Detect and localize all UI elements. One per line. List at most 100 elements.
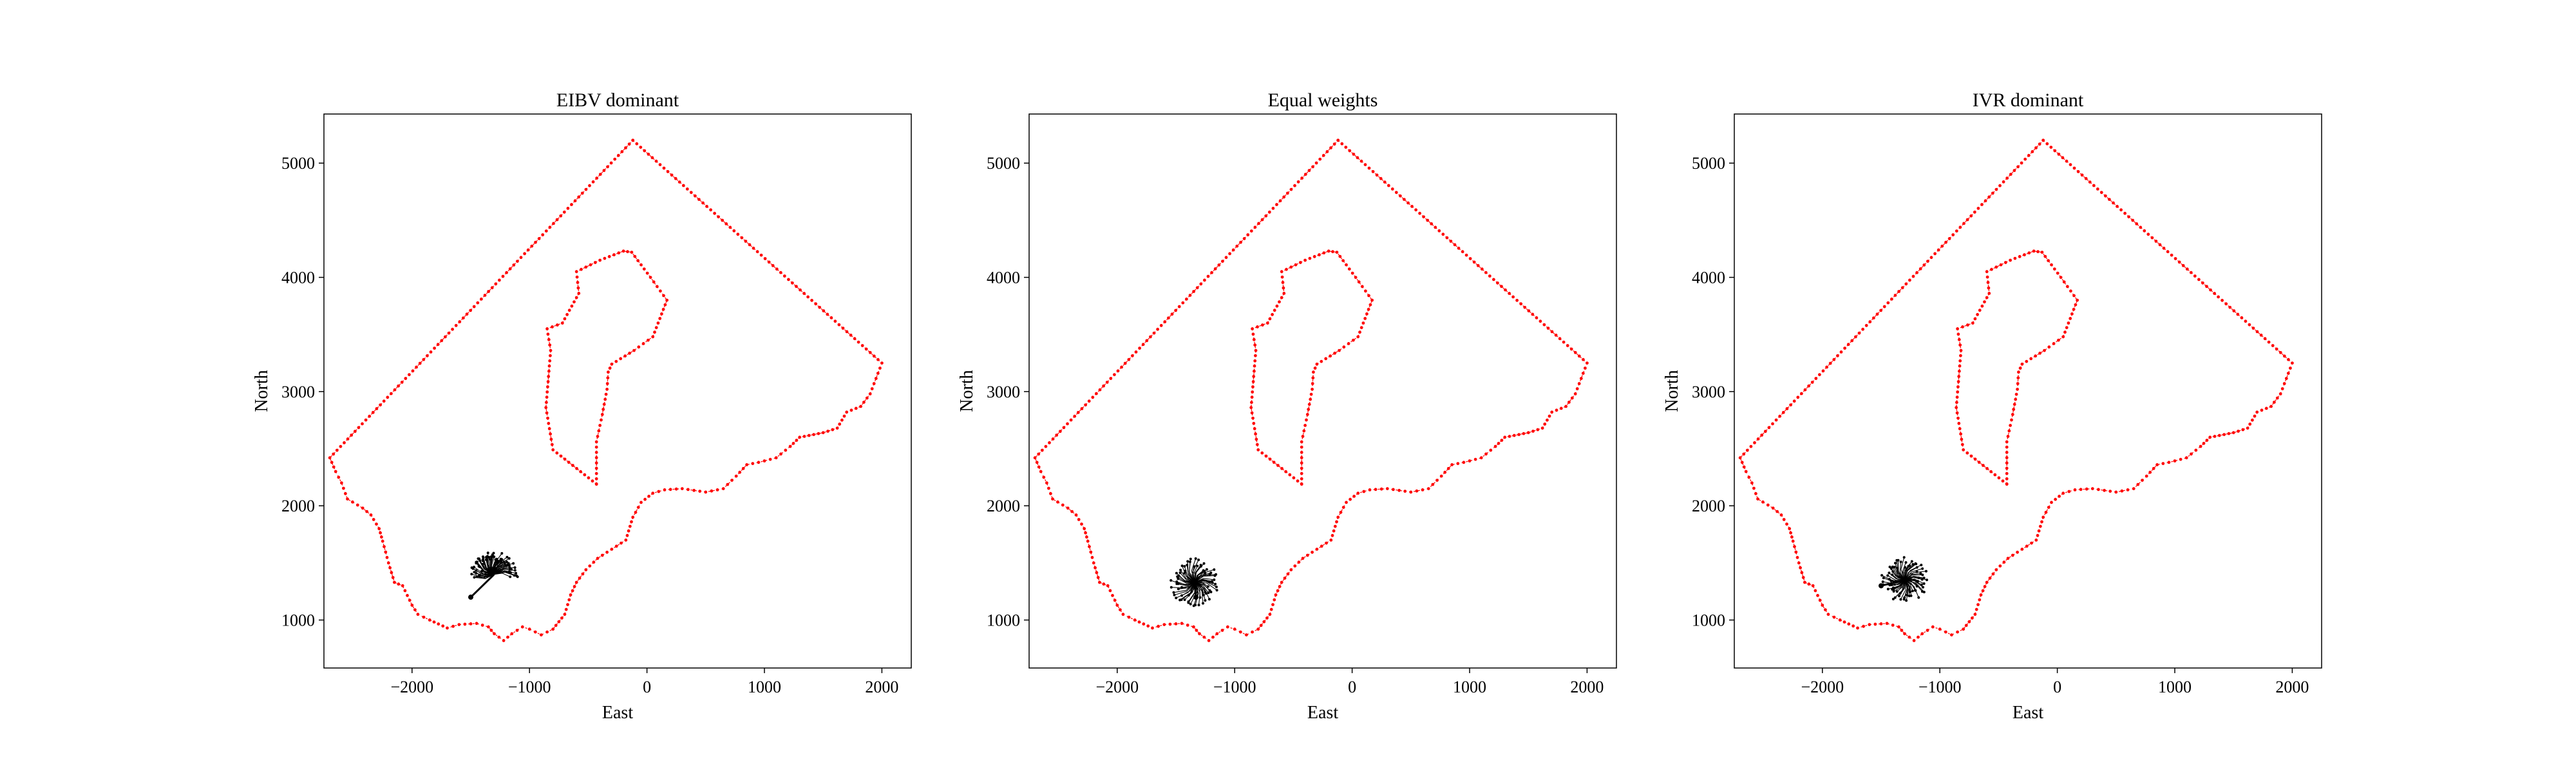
- path-point: [1905, 599, 1908, 602]
- boundary-point: [1095, 571, 1099, 575]
- boundary-point: [1917, 635, 1920, 639]
- boundary-point: [654, 326, 658, 329]
- boundary-point: [2177, 260, 2181, 264]
- boundary-point: [391, 576, 395, 579]
- boundary-point: [2150, 236, 2154, 240]
- boundary-point: [1311, 382, 1314, 385]
- boundary-point: [2119, 208, 2123, 212]
- boundary-point: [1358, 330, 1361, 334]
- boundary-point: [1289, 187, 1293, 191]
- boundary-point: [554, 624, 558, 627]
- boundary-point: [1955, 411, 1959, 415]
- boundary-point: [1795, 556, 1799, 559]
- boundary-point: [1958, 343, 1962, 347]
- boundary-point: [2084, 177, 2088, 180]
- boundary-point: [2179, 457, 2183, 461]
- boundary-point: [1281, 281, 1285, 284]
- boundary-point: [1049, 491, 1052, 495]
- boundary-point: [2076, 298, 2079, 302]
- boundary-point: [501, 274, 505, 278]
- boundary-point: [1959, 432, 1963, 436]
- boundary-point: [2047, 506, 2050, 509]
- boundary-point: [1047, 486, 1050, 490]
- boundary-point: [822, 309, 826, 312]
- boundary-point: [1508, 292, 1511, 295]
- boundary-point: [2253, 414, 2257, 418]
- boundary-point: [1211, 635, 1215, 639]
- boundary-point: [1080, 522, 1083, 526]
- boundary-point: [1274, 593, 1278, 596]
- boundary-point: [1356, 491, 1360, 495]
- path-point: [1183, 565, 1186, 568]
- boundary-point: [1422, 215, 1426, 218]
- boundary-point: [1426, 487, 1430, 490]
- boundary-point: [1347, 267, 1351, 271]
- boundary-point: [1192, 625, 1195, 629]
- y-tick-label: 3000: [281, 383, 315, 401]
- boundary-point: [1256, 448, 1260, 452]
- boundary-point: [580, 191, 584, 195]
- boundary-point: [651, 491, 655, 495]
- boundary-point: [1994, 568, 1998, 571]
- boundary-point: [1900, 286, 1904, 290]
- boundary-point: [1753, 441, 1756, 444]
- boundary-point: [849, 333, 853, 337]
- boundary-point: [2020, 161, 2023, 165]
- path-point: [1909, 594, 1913, 597]
- boundary-point: [494, 282, 498, 286]
- boundary-point: [1044, 444, 1048, 448]
- boundary-point: [584, 568, 588, 571]
- boundary-point: [1074, 513, 1078, 517]
- boundary-point: [1931, 625, 1935, 629]
- path-point: [1904, 566, 1907, 569]
- boundary-point: [1832, 358, 1836, 361]
- boundary-point: [2141, 479, 2144, 482]
- boundary-point: [1462, 461, 1466, 464]
- boundary-point: [1329, 146, 1332, 149]
- boundary-point: [1546, 327, 1550, 330]
- boundary-point: [2031, 150, 2034, 153]
- boundary-point: [1959, 354, 1962, 358]
- boundary-point: [1321, 153, 1325, 157]
- boundary-point: [1517, 433, 1521, 436]
- boundary-point: [1203, 278, 1206, 282]
- y-tick-label: 2000: [281, 497, 315, 515]
- boundary-point: [1371, 170, 1375, 173]
- boundary-point: [810, 298, 813, 302]
- boundary-point: [1937, 248, 1940, 252]
- boundary-point: [385, 556, 389, 559]
- boundary-point: [1303, 173, 1307, 176]
- boundary-point: [1908, 278, 1911, 282]
- path-point: [1892, 590, 1895, 593]
- path-point: [513, 566, 516, 569]
- boundary-point: [1958, 369, 1961, 373]
- boundary-point: [1742, 452, 1746, 456]
- boundary-point: [1891, 624, 1895, 627]
- boundary-point: [1484, 452, 1488, 456]
- path-point: [473, 571, 476, 574]
- boundary-point: [375, 522, 378, 526]
- boundary-point: [736, 233, 740, 236]
- boundary-point: [1472, 260, 1476, 264]
- boundary-point: [361, 506, 365, 510]
- boundary-point: [617, 251, 621, 254]
- path-point: [1920, 583, 1923, 586]
- boundary-point: [1897, 290, 1901, 293]
- boundary-point: [2221, 298, 2224, 302]
- boundary-point: [1828, 361, 1832, 365]
- boundary-point: [2034, 354, 2038, 358]
- path-point: [506, 555, 509, 558]
- boundary-point: [767, 260, 771, 264]
- path-point: [1899, 560, 1902, 564]
- boundary-point: [2201, 281, 2204, 285]
- boundary-point: [545, 630, 549, 634]
- boundary-point: [1280, 270, 1283, 274]
- boundary-point: [1418, 211, 1422, 215]
- boundary-point: [2085, 487, 2088, 491]
- boundary-point: [2007, 429, 2011, 433]
- boundary-point: [1862, 624, 1866, 628]
- boundary-point: [562, 210, 566, 214]
- boundary-point: [1969, 214, 1973, 218]
- boundary-point: [440, 339, 444, 343]
- boundary-point: [2034, 146, 2038, 149]
